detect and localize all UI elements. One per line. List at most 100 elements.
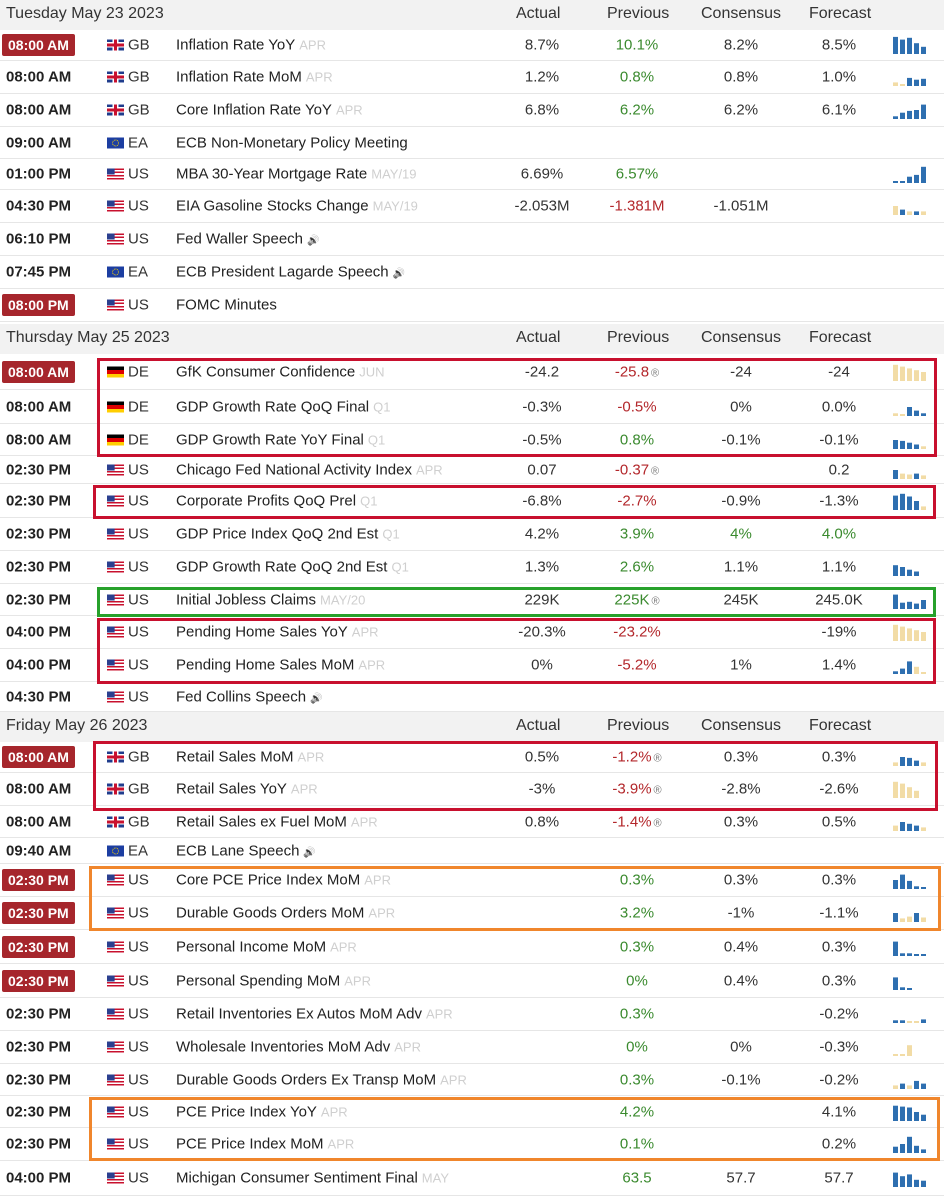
event-name[interactable]: Corporate Profits QoQ Prel xyxy=(176,492,357,509)
event-name-link[interactable]: Durable Goods Orders MoM APR xyxy=(176,905,395,922)
event-row[interactable]: 02:30 PM US Retail Inventories Ex Autos Mo… xyxy=(0,998,944,1031)
event-row[interactable]: 09:00 AM EA ECB Non-Monetary Policy Meetin… xyxy=(0,127,944,159)
sparkline-chart[interactable] xyxy=(893,779,933,799)
event-name-link[interactable]: PCE Price Index YoY APR xyxy=(176,1103,348,1120)
sparkline-chart[interactable] xyxy=(893,557,933,577)
event-name[interactable]: GDP Growth Rate YoY Final xyxy=(176,431,364,448)
event-name[interactable]: Pending Home Sales YoY xyxy=(176,623,348,641)
event-name-link[interactable]: Retail Sales YoY APR xyxy=(176,781,318,798)
event-name[interactable]: ECB Lane Speech xyxy=(176,842,300,859)
sparkline-chart[interactable] xyxy=(893,362,933,382)
sparkline-chart[interactable] xyxy=(893,812,933,832)
event-name-link[interactable]: GfK Consumer Confidence JUN xyxy=(176,363,385,380)
event-name[interactable]: PCE Price Index MoM xyxy=(176,1135,324,1153)
column-header-forecast[interactable]: Forecast xyxy=(809,329,872,346)
sparkline-chart[interactable] xyxy=(893,1168,933,1188)
sparkline-chart[interactable] xyxy=(893,590,933,610)
event-name[interactable]: GDP Price Index QoQ 2nd Est xyxy=(176,525,379,543)
event-name-link[interactable]: Fed Waller Speech 🔊 xyxy=(176,231,319,248)
event-name[interactable]: Chicago Fed National Activity Index xyxy=(176,461,412,478)
event-row[interactable]: 02:30 PM US PCE Price Index MoM APR 0.1% 0.2% xyxy=(0,1128,944,1161)
event-name-link[interactable]: Corporate Profits QoQ Prel Q1 xyxy=(176,492,377,509)
sparkline-chart[interactable] xyxy=(893,1037,933,1057)
sparkline-chart[interactable] xyxy=(893,903,933,923)
event-name-link[interactable]: Core PCE Price Index MoM APR xyxy=(176,872,391,889)
event-name-link[interactable]: MBA 30-Year Mortgage Rate MAY/19 xyxy=(176,166,417,183)
column-header-previous[interactable]: Previous xyxy=(607,5,670,22)
sparkline-chart[interactable] xyxy=(893,1102,933,1122)
event-name-link[interactable]: Wholesale Inventories MoM Adv APR xyxy=(176,1039,421,1056)
event-name[interactable]: Durable Goods Orders Ex Transp MoM xyxy=(176,1071,437,1088)
event-name-link[interactable]: Inflation Rate MoM APR xyxy=(176,69,333,86)
sparkline-chart[interactable] xyxy=(893,491,933,511)
event-name-link[interactable]: Fed Collins Speech 🔊 xyxy=(176,688,323,705)
event-name[interactable]: Retail Sales ex Fuel MoM xyxy=(176,813,347,830)
event-name-link[interactable]: FOMC Minutes xyxy=(176,297,277,314)
event-name[interactable]: Inflation Rate YoY xyxy=(176,36,296,54)
sparkline-chart[interactable] xyxy=(893,1004,933,1024)
event-name[interactable]: Core PCE Price Index MoM xyxy=(176,871,361,889)
column-header-forecast[interactable]: Forecast xyxy=(809,717,872,734)
event-row[interactable]: 04:00 PM US Michigan Consumer Sentiment Fi… xyxy=(0,1161,944,1196)
event-name-link[interactable]: Retail Sales ex Fuel MoM APR xyxy=(176,813,378,830)
event-name[interactable]: Inflation Rate MoM xyxy=(176,68,302,86)
event-row[interactable]: 02:30 PM US Chicago Fed National Activity … xyxy=(0,456,944,484)
event-row[interactable]: 02:30 PM US GDP Growth Rate QoQ 2nd Est Q1 1… xyxy=(0,551,944,584)
event-name[interactable]: Fed Collins Speech xyxy=(176,688,307,705)
event-row[interactable]: 02:30 PM US Personal Spending MoM APR 0% 0.4%… xyxy=(0,964,944,998)
event-row[interactable]: 04:30 PM US Fed Collins Speech 🔊 xyxy=(0,682,944,712)
event-name[interactable]: Pending Home Sales MoM xyxy=(176,656,355,674)
event-name-link[interactable]: GDP Price Index QoQ 2nd Est Q1 xyxy=(176,526,400,543)
column-header-previous[interactable]: Previous xyxy=(607,329,670,346)
event-name-link[interactable]: Retail Sales MoM APR xyxy=(176,749,324,766)
event-row[interactable]: 08:00 PM US FOMC Minutes xyxy=(0,289,944,322)
event-name-link[interactable]: Personal Income MoM APR xyxy=(176,938,357,955)
event-name-link[interactable]: ECB Lane Speech 🔊 xyxy=(176,842,316,859)
event-name[interactable]: Retail Inventories Ex Autos MoM Adv xyxy=(176,1005,422,1023)
event-name[interactable]: Retail Sales YoY xyxy=(176,780,287,798)
event-row[interactable]: 08:00 AM GB Retail Sales YoY APR -3% -3.9% ® -2… xyxy=(0,773,944,806)
event-name[interactable]: GfK Consumer Confidence xyxy=(176,363,356,380)
event-name[interactable]: FOMC Minutes xyxy=(176,296,277,314)
sparkline-chart[interactable] xyxy=(893,1134,933,1154)
event-name[interactable]: Initial Jobless Claims xyxy=(176,591,317,608)
sparkline-chart[interactable] xyxy=(893,747,933,767)
event-name[interactable]: Personal Spending MoM xyxy=(176,972,341,989)
column-header-consensus[interactable]: Consensus xyxy=(701,5,782,22)
sparkline-chart[interactable] xyxy=(893,430,933,450)
event-name[interactable]: Fed Waller Speech xyxy=(176,230,304,248)
event-row[interactable]: 02:30 PM US Initial Jobless Claims MAY/20 22… xyxy=(0,584,944,616)
sparkline-chart[interactable] xyxy=(893,1070,933,1090)
event-name[interactable]: GDP Growth Rate QoQ Final xyxy=(176,398,370,415)
sparkline-chart[interactable] xyxy=(893,196,933,216)
event-row[interactable]: 08:00 AM GB Inflation Rate YoY APR 8.7% 10.1%… xyxy=(0,30,944,61)
sparkline-chart[interactable] xyxy=(893,35,933,55)
event-row[interactable]: 08:00 AM GB Retail Sales ex Fuel MoM APR 0.8… xyxy=(0,806,944,838)
event-name-link[interactable]: Inflation Rate YoY APR xyxy=(176,37,326,54)
event-name[interactable]: EIA Gasoline Stocks Change xyxy=(176,197,369,215)
event-name-link[interactable]: Personal Spending MoM APR xyxy=(176,972,371,989)
event-row[interactable]: 04:30 PM US EIA Gasoline Stocks Change MAY/… xyxy=(0,190,944,223)
event-row[interactable]: 04:00 PM US Pending Home Sales MoM APR 0% -5.… xyxy=(0,649,944,682)
event-name[interactable]: ECB President Lagarde Speech xyxy=(176,263,389,281)
column-header-consensus[interactable]: Consensus xyxy=(701,329,782,346)
event-name[interactable]: MBA 30-Year Mortgage Rate xyxy=(176,165,368,183)
event-name-link[interactable]: Retail Inventories Ex Autos MoM Adv APR xyxy=(176,1006,453,1023)
column-header-consensus[interactable]: Consensus xyxy=(701,717,782,734)
event-name-link[interactable]: Chicago Fed National Activity Index APR xyxy=(176,461,443,478)
event-name-link[interactable]: Core Inflation Rate YoY APR xyxy=(176,102,363,119)
column-header-previous[interactable]: Previous xyxy=(607,717,670,734)
sparkline-chart[interactable] xyxy=(893,67,933,87)
sparkline-chart[interactable] xyxy=(893,397,933,417)
event-row[interactable]: 08:00 AM DE GDP Growth Rate YoY Final Q1 -0.… xyxy=(0,424,944,456)
event-name[interactable]: Personal Income MoM xyxy=(176,938,327,955)
event-row[interactable]: 04:00 PM US Pending Home Sales YoY APR -20.3… xyxy=(0,616,944,649)
event-row[interactable]: 08:00 AM DE GfK Consumer Confidence JUN -24.… xyxy=(0,354,944,390)
sparkline-chart[interactable] xyxy=(893,655,933,675)
event-row[interactable]: 02:30 PM US Wholesale Inventories MoM Adv A… xyxy=(0,1031,944,1064)
event-row[interactable]: 08:00 AM GB Core Inflation Rate YoY APR 6.8%… xyxy=(0,94,944,127)
event-row[interactable]: 02:30 PM US Core PCE Price Index MoM APR 0.3… xyxy=(0,864,944,897)
event-row[interactable]: 02:30 PM US Durable Goods Orders Ex Transp… xyxy=(0,1064,944,1096)
event-row[interactable]: 02:30 PM US Personal Income MoM APR 0.3% 0.4%… xyxy=(0,930,944,964)
event-row[interactable]: 02:30 PM US Corporate Profits QoQ Prel Q1 -6… xyxy=(0,484,944,518)
